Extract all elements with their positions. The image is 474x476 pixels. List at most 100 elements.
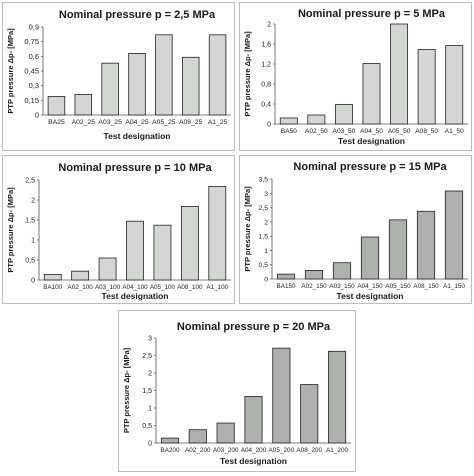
- y-tick-label: 1,2: [261, 62, 271, 69]
- x-tick-label: A1_100: [206, 284, 228, 291]
- y-axis-label: PTP pressure Δp- [MPa]: [243, 186, 252, 272]
- bar-A05_25: [155, 34, 173, 116]
- chart-panel-p2-5: Nominal pressure p = 2,5 MPa 0 0,15 0,3 0,45…: [2, 2, 235, 151]
- bar-BA50: [279, 117, 298, 125]
- x-tick-label: A05_50: [388, 128, 411, 135]
- y-tick-label: 0: [148, 441, 152, 448]
- y-tick-label: 0,15: [24, 96, 39, 105]
- x-tick-label: A08_200: [296, 447, 322, 454]
- x-tick-label: A03_200: [213, 447, 239, 454]
- x-tick-label: A05_200: [269, 447, 295, 454]
- y-tick-label: 1: [264, 248, 268, 255]
- chart-title: Nominal pressure p = 20 MPa: [177, 321, 331, 333]
- x-axis-label: Test designation: [220, 456, 287, 466]
- x-tick-label: A08_25: [179, 119, 203, 126]
- bar-A05_200: [272, 347, 291, 444]
- y-tick-label: 1,5: [259, 234, 269, 241]
- bar-A1_100: [208, 185, 227, 281]
- y-tick-label: 0,75: [24, 37, 39, 46]
- chart-svg: Nominal pressure p = 20 MPa 0 0,5 1 1,5 2 2,5 3…: [122, 321, 351, 466]
- x-axis-label: Test designation: [337, 291, 404, 301]
- bar-A08_100: [180, 206, 199, 281]
- y-tick-label: 1,5: [25, 218, 35, 225]
- x-tick-label: A03_25: [98, 119, 122, 126]
- chart-title: Nominal pressure p = 2,5 MPa: [59, 9, 216, 21]
- x-tick-label: BA25: [48, 119, 65, 126]
- x-tick-label: A03_50: [333, 128, 356, 135]
- x-tick-label: A04_50: [360, 128, 383, 135]
- x-tick-label: BA200: [160, 447, 180, 454]
- y-tick-label: 2: [31, 198, 35, 205]
- x-tick-label: A02_100: [68, 284, 94, 291]
- chart-panel-p20: Nominal pressure p = 20 MPa 0 0,5 1 1,5 2 2,5 3…: [118, 310, 356, 472]
- bar-BA200: [160, 437, 179, 444]
- bar-A02_100: [71, 270, 90, 281]
- x-tick-label: A08_100: [177, 284, 203, 291]
- bar-BA25: [47, 96, 66, 116]
- chart-title: Nominal pressure p = 5 MPa: [298, 8, 446, 20]
- bar-A04_25: [128, 53, 146, 116]
- x-axis-label: Test designation: [104, 131, 171, 141]
- y-tick-label: 0: [35, 111, 39, 120]
- y-tick-label: 0,4: [261, 102, 271, 109]
- x-tick-label: A1_200: [326, 447, 348, 454]
- x-tick-label: A03_150: [329, 283, 355, 290]
- bar-A04_50: [362, 63, 381, 125]
- bar-A02_200: [188, 429, 207, 444]
- bar-A02_150: [304, 270, 324, 280]
- y-tick-label: 1: [31, 238, 35, 245]
- bar-A08_50: [417, 49, 436, 125]
- x-tick-label: A04_200: [241, 447, 267, 454]
- bar-A03_150: [332, 262, 352, 280]
- y-tick-label: 1,6: [261, 42, 271, 49]
- bar-A03_25: [101, 62, 119, 116]
- y-tick-label: 0,5: [259, 262, 269, 269]
- x-tick-label: BA50: [281, 128, 297, 135]
- bar-A03_50: [334, 104, 353, 125]
- x-axis-label: Test designation: [338, 136, 405, 146]
- chart-panel-p10: Nominal pressure p = 10 MPa 0 0,5 1 1,5 2 2,5 B…: [2, 155, 235, 304]
- y-tick-label: 0,5: [25, 258, 35, 265]
- bar-A02_25: [74, 94, 93, 116]
- x-axis-label: Test designation: [102, 291, 169, 301]
- bar-A08_200: [300, 384, 319, 444]
- bar-A08_25: [181, 56, 200, 116]
- y-tick-label: 3: [148, 336, 152, 343]
- y-tick-label: 0: [31, 278, 35, 285]
- x-tick-label: A02_25: [72, 119, 96, 126]
- y-tick-label: 0,45: [24, 67, 39, 76]
- bar-A1_25: [208, 34, 227, 116]
- y-tick-label: 0: [264, 277, 268, 284]
- bar-A05_100: [153, 224, 172, 281]
- bar-A08_150: [416, 210, 436, 280]
- x-tick-label: A02_50: [305, 128, 328, 135]
- y-tick-label: 0,9: [29, 23, 39, 32]
- y-tick-label: 1,5: [142, 388, 152, 395]
- bar-A02_50: [307, 114, 326, 125]
- x-tick-label: BA100: [43, 284, 62, 291]
- y-axis-label: PTP pressure Δp- [MPa]: [243, 31, 252, 117]
- bar-A03_200: [216, 422, 235, 444]
- bar-A05_150: [388, 219, 408, 280]
- chart-title: Nominal pressure p = 15 MPa: [293, 161, 447, 173]
- y-tick-label: 0: [267, 122, 271, 129]
- y-tick-label: 1: [148, 406, 152, 413]
- x-tick-label: A04_100: [122, 284, 148, 291]
- x-tick-label: A02_150: [301, 283, 327, 290]
- bar-A05_50: [390, 23, 409, 125]
- bar-BA100: [43, 274, 62, 281]
- y-tick-label: 0,6: [29, 52, 39, 61]
- chart-panel-p5: Nominal pressure p = 5 MPa 0 0,4 0,8 1,2 1,6 2…: [239, 2, 472, 151]
- x-tick-label: A08_50: [415, 128, 438, 135]
- chart-svg: Nominal pressure p = 5 MPa 0 0,4 0,8 1,2 1,6 2…: [243, 8, 468, 146]
- x-tick-label: A1_25: [208, 119, 228, 126]
- bar-A04_150: [360, 236, 380, 280]
- x-tick-label: A03_100: [95, 284, 121, 291]
- x-tick-label: A02_200: [185, 447, 211, 454]
- y-axis-label: PTP pressure Δp- [MPa]: [122, 347, 131, 433]
- x-tick-label: A05_100: [150, 284, 176, 291]
- x-tick-label: A1_50: [445, 128, 464, 135]
- y-axis-label: PTP pressure Δp- [MPa]: [6, 28, 15, 114]
- bar-A1_50: [445, 45, 464, 125]
- y-tick-label: 2,5: [142, 353, 152, 360]
